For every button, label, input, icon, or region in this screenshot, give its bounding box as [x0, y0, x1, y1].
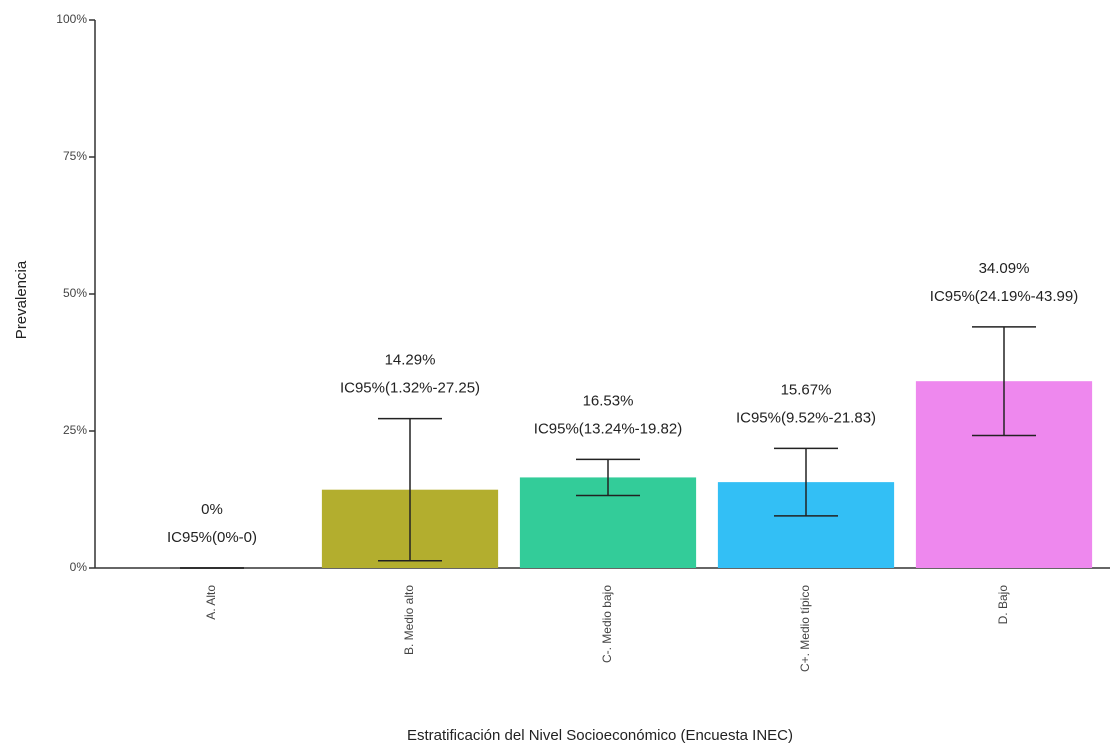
value-label: 16.53%	[583, 392, 634, 409]
x-tick-label: A. Alto	[204, 585, 218, 620]
y-tick-label: 50%	[63, 286, 87, 300]
x-tick-label: D. Bajo	[996, 585, 1010, 625]
ci-label: IC95%(1.32%-27.25)	[340, 380, 480, 397]
y-tick-label: 0%	[70, 560, 88, 574]
value-label: 15.67%	[781, 381, 832, 398]
ci-label: IC95%(24.19%-43.99)	[930, 288, 1078, 305]
value-label: 0%	[201, 501, 223, 518]
ci-label: IC95%(9.52%-21.83)	[736, 409, 876, 426]
ci-label: IC95%(13.24%-19.82)	[534, 420, 682, 437]
x-tick-label: C+. Medio típico	[798, 585, 812, 672]
y-tick-label: 25%	[63, 423, 87, 437]
y-tick-label: 75%	[63, 149, 87, 163]
x-tick-label: C-. Medio bajo	[600, 585, 614, 663]
y-axis-label: Prevalencia	[13, 260, 30, 339]
value-label: 14.29%	[385, 352, 436, 369]
value-label: 34.09%	[979, 260, 1030, 277]
x-axis-label: Estratificación del Nivel Socioeconómico…	[407, 727, 793, 744]
x-tick-label: B. Medio alto	[402, 585, 416, 655]
y-tick-label: 100%	[56, 12, 87, 26]
ci-label: IC95%(0%-0)	[167, 529, 257, 546]
